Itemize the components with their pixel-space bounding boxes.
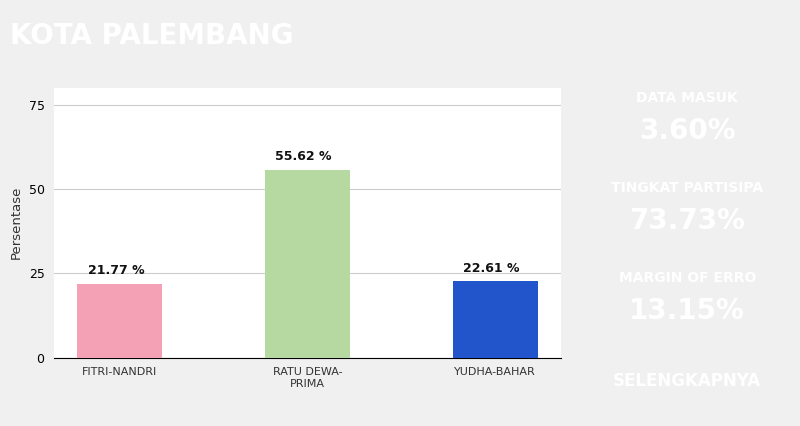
Bar (453, 281, 538, 357)
Text: MARGIN OF ERRO: MARGIN OF ERRO (618, 271, 756, 285)
Text: 13.15%: 13.15% (630, 297, 745, 325)
Text: KOTA PALEMBANG: KOTA PALEMBANG (10, 22, 293, 50)
Text: 22.61 %: 22.61 % (463, 262, 520, 274)
Text: 73.73%: 73.73% (630, 207, 745, 235)
Y-axis label: Persentase: Persentase (10, 186, 23, 259)
Bar (265, 170, 350, 357)
Text: DATA MASUK: DATA MASUK (636, 91, 738, 104)
Text: SELENGKAPNYA: SELENGKAPNYA (613, 372, 762, 390)
Text: 3.60%: 3.60% (639, 117, 735, 145)
Text: 21.77 %: 21.77 % (87, 265, 144, 277)
Text: 55.62 %: 55.62 % (275, 150, 332, 163)
Bar (78, 284, 162, 357)
Text: TINGKAT PARTISIPA: TINGKAT PARTISIPA (611, 181, 763, 195)
